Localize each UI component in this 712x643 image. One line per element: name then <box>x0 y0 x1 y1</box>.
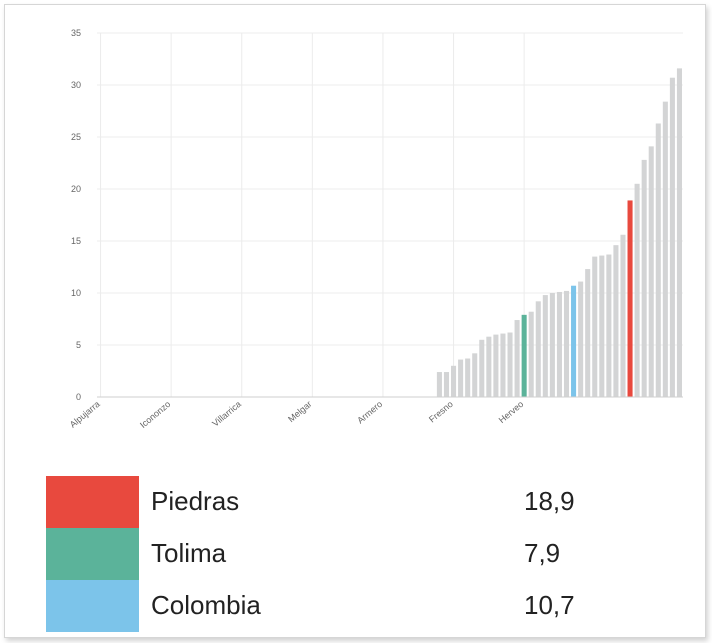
bar <box>613 245 619 397</box>
y-tick-label: 20 <box>71 184 81 194</box>
bar <box>493 334 499 397</box>
legend-swatch-colombia <box>46 580 139 632</box>
bar <box>641 159 647 397</box>
bar <box>535 301 541 397</box>
bar <box>599 255 605 397</box>
legend-value-piedras: 18,9 <box>524 486 575 516</box>
legend-swatch-piedras <box>46 476 139 528</box>
x-tick-label: Villarrica <box>210 399 243 429</box>
bar <box>451 365 457 397</box>
bar <box>465 358 471 397</box>
x-tick-label: Armero <box>355 399 384 426</box>
bar <box>620 234 626 397</box>
legend-value-tolima: 7,9 <box>524 538 561 568</box>
bar <box>606 254 612 397</box>
bar <box>436 372 442 397</box>
bar <box>578 281 584 397</box>
bar <box>542 295 548 397</box>
bar <box>472 353 478 397</box>
bar <box>662 101 668 397</box>
x-tick-label: Melgar <box>286 399 314 424</box>
bar <box>669 77 675 397</box>
bar <box>655 123 661 397</box>
bar <box>627 200 633 397</box>
x-tick-label: Icononzo <box>138 399 172 430</box>
x-tick-label: Fresno <box>427 399 455 425</box>
bar <box>556 291 562 397</box>
bar <box>571 285 577 397</box>
bar <box>514 320 520 397</box>
legend-value-colombia: 10,7 <box>524 590 575 620</box>
bar <box>507 332 513 397</box>
bar <box>549 293 555 397</box>
bar <box>676 68 682 398</box>
bar <box>585 269 591 397</box>
bar <box>479 339 485 397</box>
bar <box>563 290 570 397</box>
y-tick-label: 10 <box>71 288 81 298</box>
y-tick-label: 30 <box>71 80 81 90</box>
legend-label-piedras: Piedras <box>151 486 240 516</box>
y-tick-label: 0 <box>76 392 81 402</box>
bar <box>634 183 640 397</box>
bar <box>500 333 506 397</box>
legend-row-colombia: Colombia 10,7 <box>46 580 686 632</box>
legend-row-piedras: Piedras 18,9 <box>46 476 686 528</box>
x-tick-label: Alpujarra <box>68 399 102 430</box>
x-tick-label: Herveo <box>497 399 526 425</box>
legend-swatch-tolima <box>46 528 139 580</box>
legend-label-colombia: Colombia <box>151 590 261 620</box>
y-tick-label: 35 <box>71 28 81 38</box>
y-tick-label: 25 <box>71 132 81 142</box>
y-tick-label: 5 <box>76 340 81 350</box>
bar <box>648 146 654 397</box>
bar <box>486 336 492 397</box>
legend: Piedras 18,9 Tolima 7,9 Colombia 10,7 <box>46 476 686 632</box>
bar <box>458 359 464 397</box>
y-tick-label: 15 <box>71 236 81 246</box>
legend-row-tolima: Tolima 7,9 <box>46 528 686 580</box>
bar <box>521 314 527 397</box>
bar-chart: 0 5 10 15 20 25 30 35 Alpujarra Icononzo Villarric… <box>68 28 683 430</box>
legend-label-tolima: Tolima <box>151 538 227 568</box>
bar <box>592 256 598 397</box>
bar <box>443 372 450 397</box>
bar <box>528 311 534 397</box>
